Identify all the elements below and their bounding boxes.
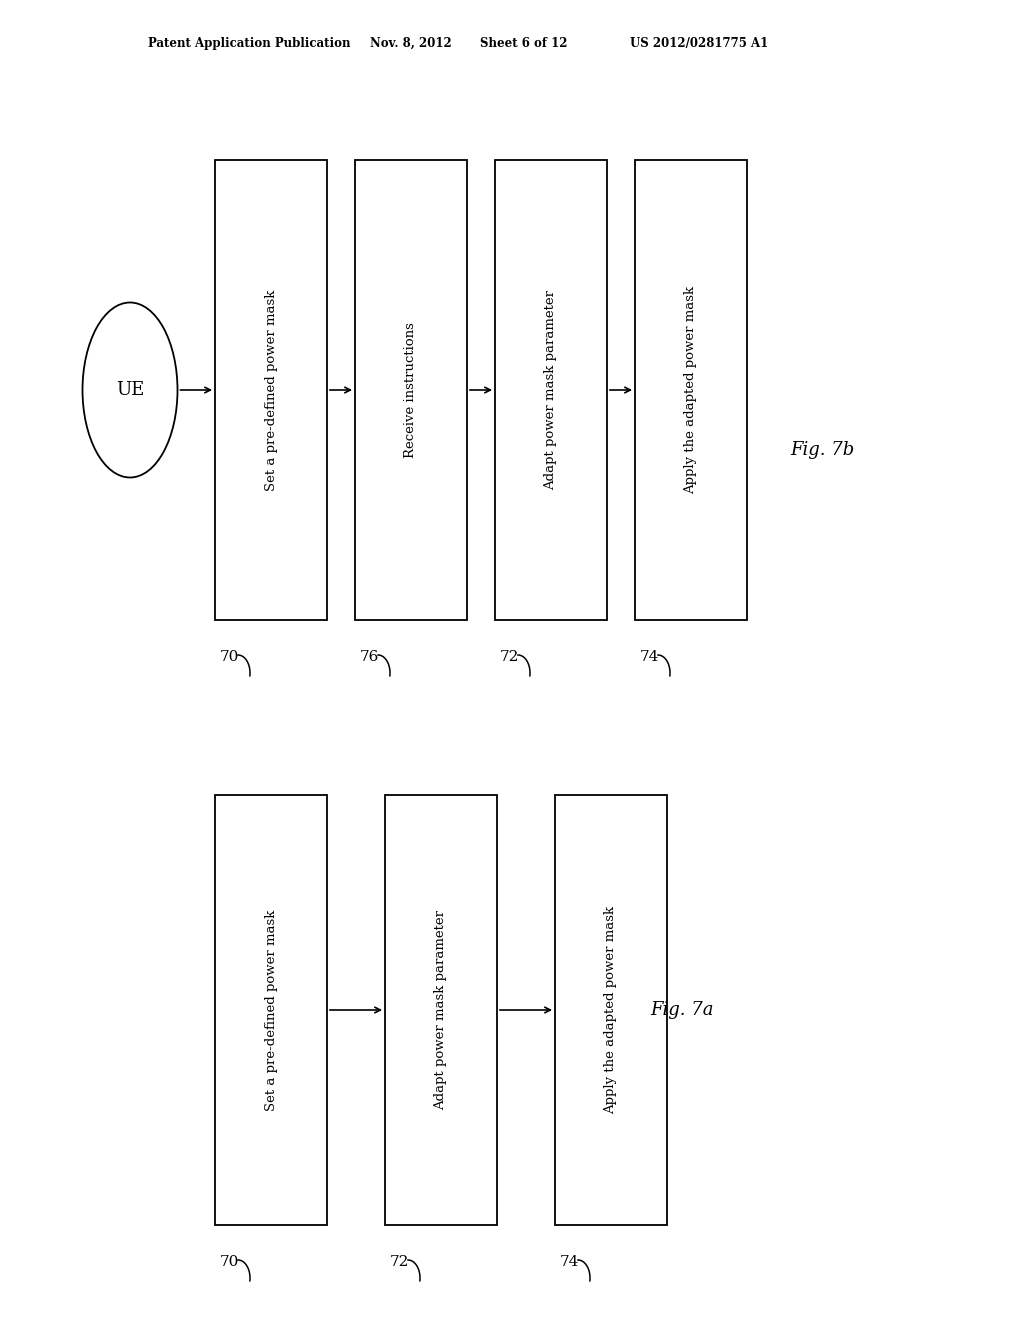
Text: 70: 70 (220, 1255, 240, 1269)
Text: Fig. 7a: Fig. 7a (650, 1001, 714, 1019)
Text: 72: 72 (390, 1255, 410, 1269)
Text: 74: 74 (560, 1255, 580, 1269)
Text: Adapt power mask parameter: Adapt power mask parameter (545, 290, 557, 490)
Text: Receive instructions: Receive instructions (404, 322, 418, 458)
Text: UE: UE (116, 381, 144, 399)
Text: Patent Application Publication: Patent Application Publication (148, 37, 350, 50)
Text: Nov. 8, 2012: Nov. 8, 2012 (370, 37, 452, 50)
Text: 74: 74 (640, 649, 659, 664)
Text: US 2012/0281775 A1: US 2012/0281775 A1 (630, 37, 768, 50)
Text: Apply the adapted power mask: Apply the adapted power mask (684, 286, 697, 494)
Text: Adapt power mask parameter: Adapt power mask parameter (434, 909, 447, 1110)
Text: 76: 76 (360, 649, 379, 664)
Text: Set a pre-defined power mask: Set a pre-defined power mask (264, 909, 278, 1110)
Text: Fig. 7b: Fig. 7b (790, 441, 854, 459)
Text: Apply the adapted power mask: Apply the adapted power mask (604, 906, 617, 1114)
Text: 70: 70 (220, 649, 240, 664)
Text: 72: 72 (500, 649, 519, 664)
Text: Sheet 6 of 12: Sheet 6 of 12 (480, 37, 567, 50)
Text: Set a pre-defined power mask: Set a pre-defined power mask (264, 289, 278, 491)
